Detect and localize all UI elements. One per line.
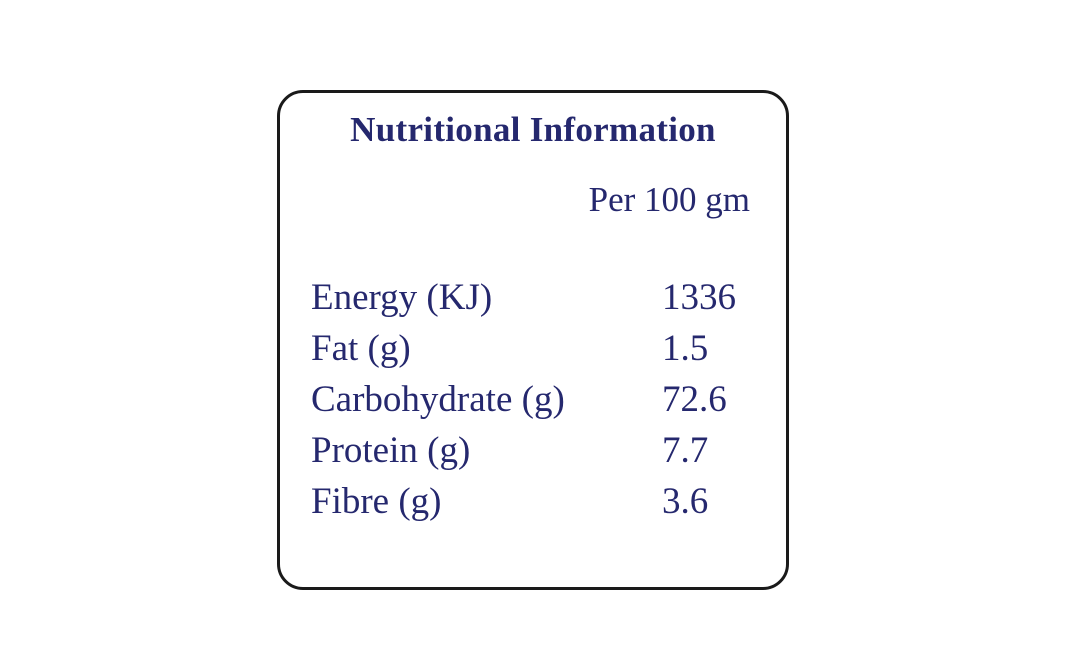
nutrient-row: Carbohydrate (g) 72.6 xyxy=(311,378,771,428)
panel-title: Nutritional Information xyxy=(350,110,716,149)
serving-size: Per 100 gm xyxy=(588,180,750,219)
nutrient-row: Fibre (g) 3.6 xyxy=(311,480,771,530)
nutrient-row: Protein (g) 7.7 xyxy=(311,429,771,479)
nutrient-value: 1336 xyxy=(662,277,736,318)
nutrient-label: Carbohydrate (g) xyxy=(311,379,565,420)
nutrient-label: Fat (g) xyxy=(311,328,411,369)
nutrient-row: Energy (KJ) 1336 xyxy=(311,276,771,326)
nutrient-label: Energy (KJ) xyxy=(311,277,493,318)
nutrient-row: Fat (g) 1.5 xyxy=(311,327,771,377)
nutrient-value: 7.7 xyxy=(662,430,709,471)
nutrient-label: Protein (g) xyxy=(311,430,471,471)
nutrient-label: Fibre (g) xyxy=(311,481,442,522)
nutrient-value: 1.5 xyxy=(662,328,709,369)
nutrient-value: 72.6 xyxy=(662,379,727,420)
nutrition-panel: Nutritional Information Per 100 gm Energ… xyxy=(277,90,789,590)
nutrient-value: 3.6 xyxy=(662,481,709,522)
